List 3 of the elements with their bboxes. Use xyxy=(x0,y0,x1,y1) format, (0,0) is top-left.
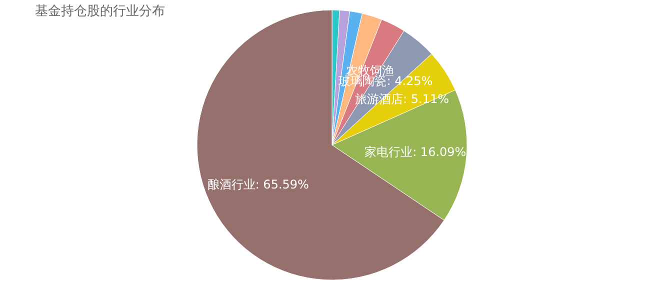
slice-label: 酿酒行业: 65.59% xyxy=(207,177,309,192)
slice-label: 家电行业: 16.09% xyxy=(364,145,466,160)
chart-title: 基金持仓股的行业分布 xyxy=(35,4,165,19)
